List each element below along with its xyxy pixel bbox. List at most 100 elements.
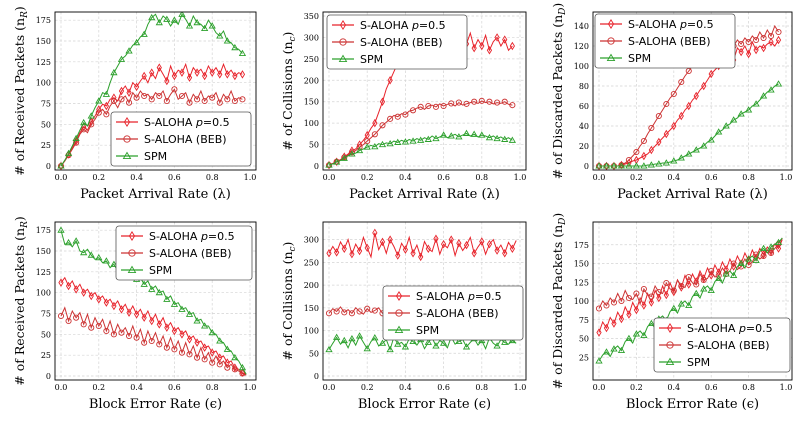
x-axis-label: Block Error Rate (ϵ) [626,397,759,412]
data-point [432,103,440,110]
data-point [701,81,707,91]
legend-marker [394,325,404,334]
legend-label: S-ALOHA (BEB) [360,36,443,49]
data-point [708,267,715,275]
y-tick-label: 150 [36,247,51,256]
legend-label: SPM [149,264,172,277]
data-point [478,97,485,104]
data-point [193,317,201,324]
data-point [723,265,729,274]
data-point [655,160,663,167]
data-point [418,252,424,262]
data-point [178,92,186,100]
y-tick-label: 80 [579,82,589,91]
x-tick-label: 0.8 [475,173,488,182]
data-point [618,297,625,305]
data-point [223,345,231,352]
data-point [603,302,610,309]
x-axis-label: Packet Arrival Rate (λ) [617,187,768,202]
y-tick-label: 350 [304,12,319,21]
data-point [325,310,333,317]
data-point [478,131,486,138]
data-point [194,68,200,77]
data-point [171,86,178,93]
legend-label: S-ALOHA (BEB) [416,307,499,320]
data-point [677,300,685,307]
legend-label: S-ALOHA p=0.5 [144,116,230,129]
data-point [111,301,117,311]
legend-box [653,317,791,373]
series-line [599,83,779,167]
legend-label: S-ALOHA p=0.5 [687,322,773,335]
y-tick-label: 60 [579,102,589,111]
panel-1: 0.0 0.2 0.4 0.6 0.8 1.0 0 25 50 75 100 125 150 175 Pac… [12,6,257,202]
legend: S-ALOHA p=0.5 S-ALOHA (BEB) SPM [115,225,253,281]
data-point [371,334,379,341]
legend-marker [339,19,347,31]
data-point [685,301,693,309]
data-point [486,46,493,55]
series-line [60,230,247,375]
data-point [216,361,223,368]
data-point [202,343,208,352]
data-point [486,239,493,249]
data-point [239,370,246,377]
y-tick-label: 100 [304,119,319,128]
data-point [378,140,387,148]
y-tick-label: 100 [36,79,51,88]
data-point [394,138,402,145]
y-tick-label: 125 [36,268,51,277]
data-point [671,121,677,131]
data-point [700,276,707,284]
x-tick-label: 0.8 [475,383,488,392]
y-tick-label: 100 [574,62,589,71]
data-point [186,73,193,82]
x-tick-label: 0.6 [168,173,181,182]
data-point [508,136,517,143]
legend-label: S-ALOHA (BEB) [628,35,711,48]
data-point [325,161,333,168]
data-point [125,99,133,106]
data-point [700,142,708,149]
data-point [767,243,775,250]
x-tick-label: 0.2 [630,173,643,182]
series-group [57,12,247,170]
data-point [625,334,633,342]
data-point [133,310,140,319]
data-point [424,135,432,142]
data-point [65,281,72,291]
data-point [110,68,118,76]
data-point [767,86,775,93]
data-point [774,238,783,246]
series-line [328,100,513,166]
data-point [200,24,209,32]
data-point [65,317,72,325]
data-point [455,337,463,344]
data-point [185,22,194,29]
data-point [72,237,80,244]
data-point [379,97,386,106]
legend-label: S-ALOHA p=0.5 [149,230,235,243]
legend-box [326,14,468,70]
data-point [595,162,603,169]
y-tick-label: 125 [574,278,589,287]
data-point [216,99,223,106]
x-axis-label: Packet Arrival Rate (λ) [80,187,231,202]
x-axis-label: Block Error Rate (ϵ) [358,397,491,412]
y-tick-label: 75 [579,316,589,325]
data-point [656,137,662,147]
data-point [486,98,493,105]
legend-marker [395,290,403,302]
data-point [348,150,356,157]
data-point [170,16,179,23]
data-point [356,144,363,151]
data-point [87,251,95,258]
x-tick-label: 0.8 [206,173,219,182]
data-point [501,338,509,345]
x-tick-label: 0.4 [667,173,680,182]
legend-marker [128,249,136,257]
x-tick-label: 0.4 [130,173,143,182]
y-tick-label: 150 [574,260,589,269]
data-point [163,97,170,105]
series-line [599,24,779,167]
